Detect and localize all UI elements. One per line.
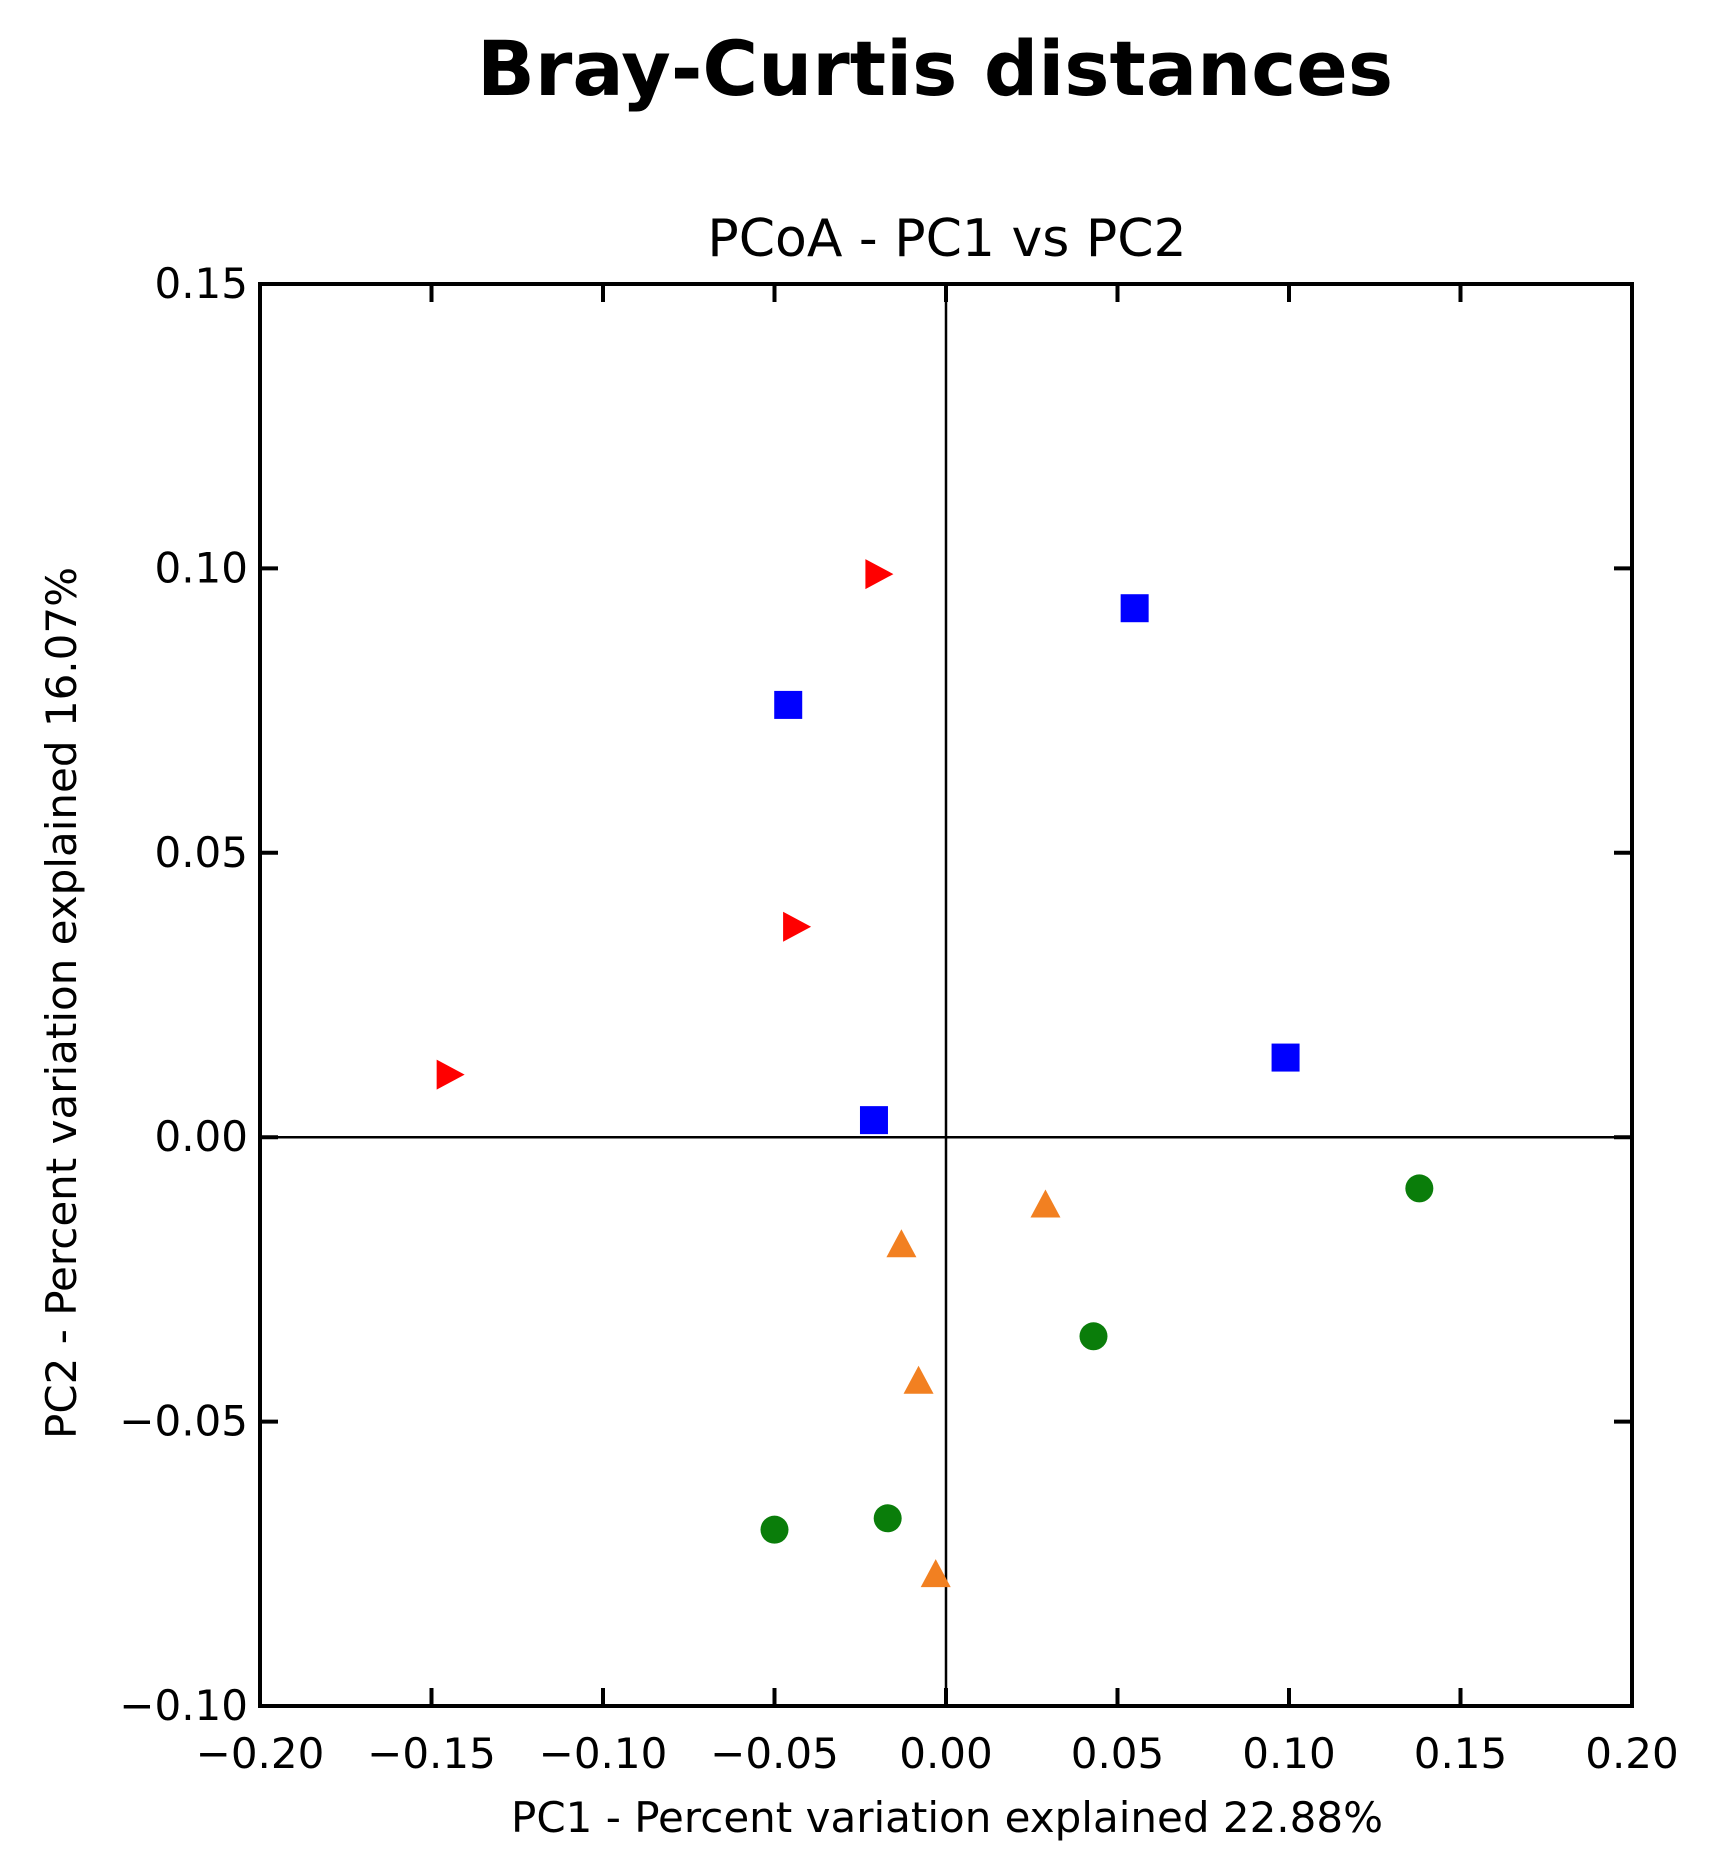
y-axis-label: PC2 - Percent variation explained 16.07% (37, 567, 86, 1439)
circle-marker (1405, 1174, 1434, 1203)
triangle-up-marker (1030, 1189, 1061, 1218)
triangle-up-marker (903, 1365, 934, 1394)
x-tick-label: −0.05 (710, 1729, 839, 1778)
series-triangle-right (436, 559, 894, 1090)
y-tick-label: 0.05 (154, 828, 248, 877)
x-tick-label: 0.15 (1414, 1729, 1508, 1778)
series-square (774, 594, 1300, 1135)
y-tick-label: 0.10 (154, 543, 248, 592)
y-tick-label: 0.00 (154, 1112, 248, 1161)
square-marker (859, 1106, 888, 1135)
plot-title: PCoA - PC1 vs PC2 (707, 209, 1186, 269)
zero-lines (260, 284, 1632, 1706)
x-tick-label: −0.10 (539, 1729, 668, 1778)
y-tick-label: −0.10 (119, 1681, 248, 1730)
x-tick-label: 0.20 (1585, 1729, 1679, 1778)
circle-marker (760, 1515, 789, 1544)
square-marker (1120, 594, 1149, 623)
y-tick-label: 0.15 (154, 259, 248, 308)
circle-marker (873, 1504, 902, 1533)
x-tick-label: −0.20 (196, 1729, 325, 1778)
triangle-right-marker (865, 559, 894, 590)
series-circle (760, 1174, 1434, 1544)
y-tick-label: −0.05 (119, 1397, 248, 1446)
plot-frame (258, 282, 1634, 1708)
y-tick-labels: −0.10 −0.05 0.00 0.05 0.10 0.15 (119, 259, 248, 1730)
x-tick-label: 0.05 (1071, 1729, 1165, 1778)
axis-ticks (258, 282, 1634, 1708)
x-tick-labels: −0.20 −0.15 −0.10 −0.05 0.00 0.05 0.10 0.15 0.20 (196, 1729, 1679, 1778)
figure-title: Bray-Curtis distances (477, 24, 1393, 113)
square-marker (774, 690, 803, 719)
series-triangle-up (886, 1189, 1061, 1588)
triangle-up-marker (920, 1559, 951, 1588)
x-tick-label: 0.10 (1242, 1729, 1336, 1778)
triangle-right-marker (783, 911, 812, 942)
square-marker (1271, 1043, 1300, 1072)
x-tick-label: 0.00 (899, 1729, 993, 1778)
triangle-up-marker (886, 1229, 917, 1258)
x-tick-label: −0.15 (367, 1729, 496, 1778)
data-markers (436, 559, 1434, 1588)
circle-marker (1079, 1322, 1108, 1351)
x-axis-label: PC1 - Percent variation explained 22.88% (511, 1793, 1383, 1842)
plot-area (258, 282, 1634, 1708)
triangle-right-marker (436, 1059, 465, 1090)
